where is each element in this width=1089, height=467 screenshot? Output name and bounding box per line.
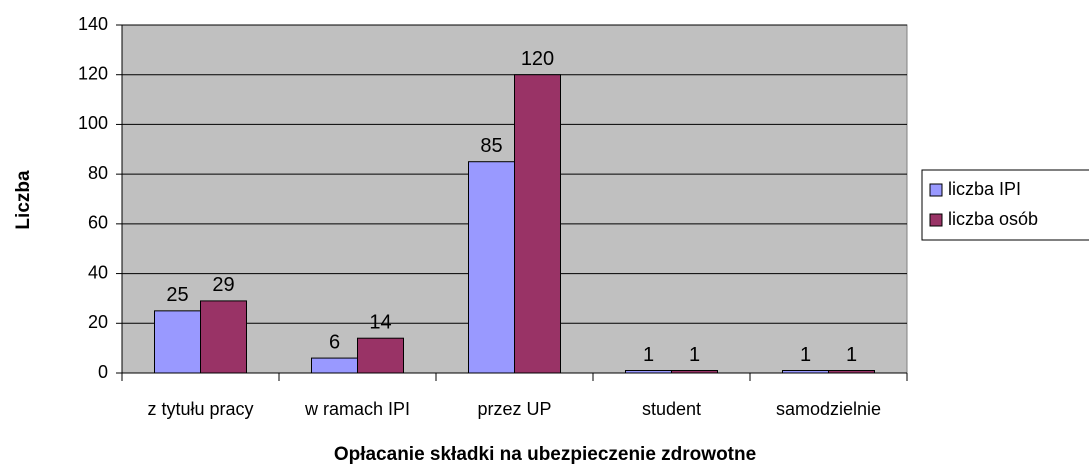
y-tick-label: 80 <box>88 163 108 183</box>
x-tick-label: student <box>642 399 701 419</box>
y-tick-label: 40 <box>88 262 108 282</box>
y-tick-label: 120 <box>78 63 108 83</box>
y-tick-label: 20 <box>88 312 108 332</box>
data-label: 1 <box>689 344 700 366</box>
bar <box>357 337 404 374</box>
data-label: 6 <box>329 331 340 353</box>
data-label: 1 <box>800 344 811 366</box>
legend-swatch <box>929 183 943 197</box>
bar <box>782 370 829 374</box>
bar <box>828 370 875 374</box>
y-tick-label: 60 <box>88 213 108 233</box>
data-label: 29 <box>212 274 234 296</box>
data-label: 25 <box>166 284 188 306</box>
y-tick-label: 100 <box>78 113 108 133</box>
bar <box>468 161 515 374</box>
data-label: 120 <box>521 48 554 70</box>
bar <box>671 370 718 374</box>
bar <box>311 357 358 374</box>
data-label: 1 <box>643 344 654 366</box>
x-tick-label: z tytułu pracy <box>147 399 253 419</box>
legend-swatch <box>929 213 943 227</box>
legend-label: liczba IPI <box>948 179 1021 199</box>
y-tick-label: 0 <box>98 362 108 382</box>
legend-label: liczba osób <box>948 209 1038 229</box>
y-axis-label: Liczba <box>13 170 34 230</box>
y-tick-label: 140 <box>78 14 108 34</box>
x-tick-label: przez UP <box>477 399 551 419</box>
x-tick-label: w ramach IPI <box>304 399 410 419</box>
x-axis-label: Opłacanie składki na ubezpieczenie zdrow… <box>334 444 756 465</box>
legend-box <box>921 169 1089 241</box>
data-label: 1 <box>846 344 857 366</box>
x-tick-label: samodzielnie <box>776 399 881 419</box>
bar <box>154 310 201 374</box>
bar <box>625 370 672 374</box>
bar <box>514 74 561 374</box>
data-label: 14 <box>369 311 391 333</box>
data-label: 85 <box>480 135 502 157</box>
bar <box>200 300 247 374</box>
